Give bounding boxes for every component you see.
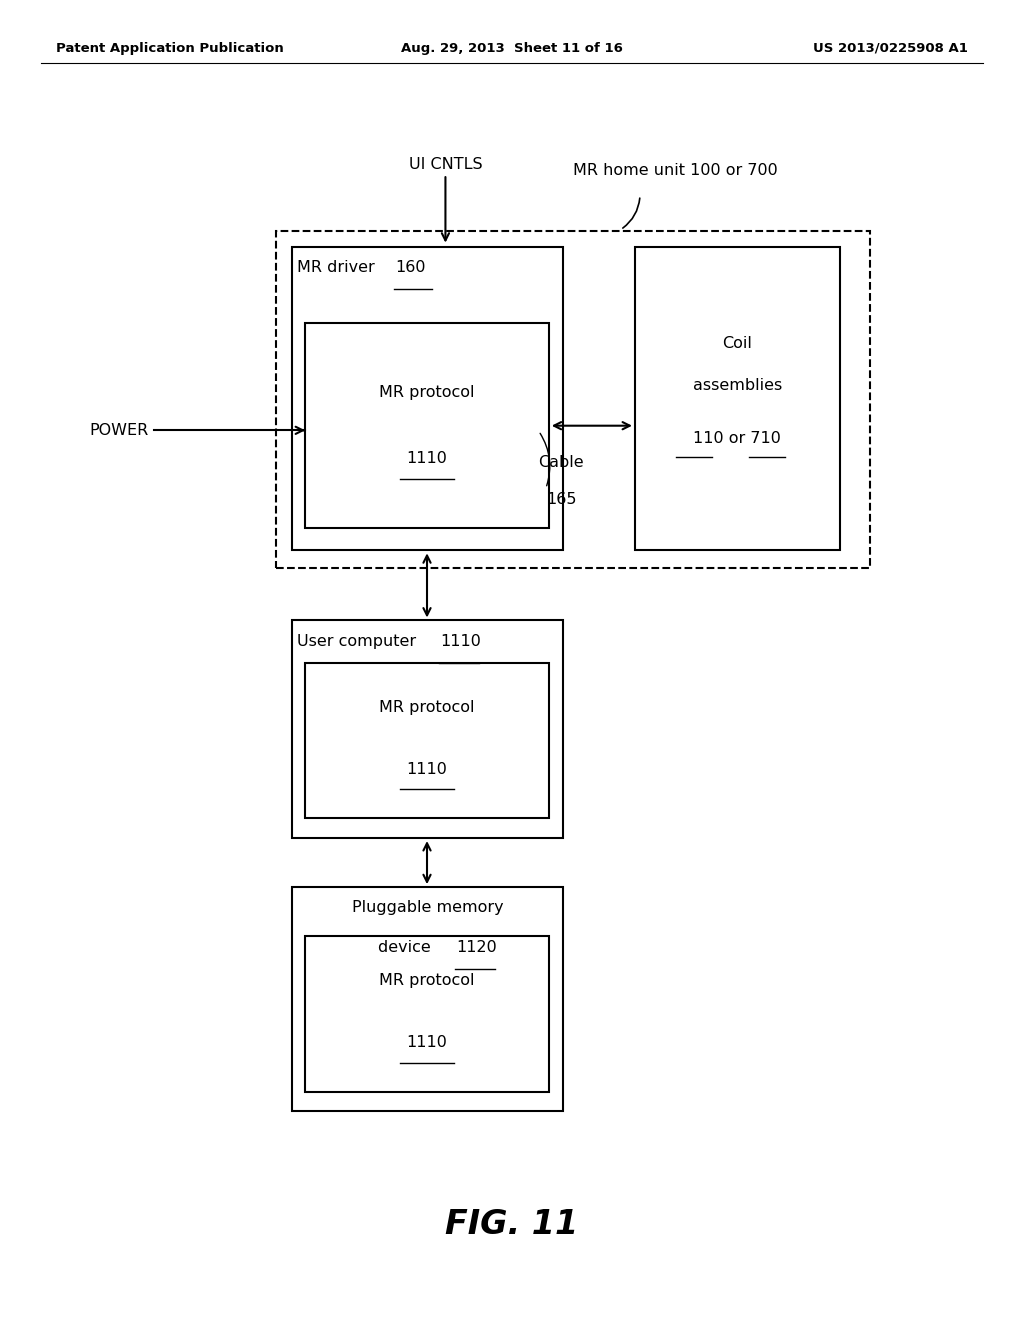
Text: US 2013/0225908 A1: US 2013/0225908 A1 [813,42,968,54]
Bar [305,323,549,528]
Text: MR protocol: MR protocol [379,385,475,400]
Text: MR protocol: MR protocol [379,973,475,989]
Text: MR protocol: MR protocol [379,700,475,715]
Text: 110 or 710: 110 or 710 [693,430,781,446]
Text: device: device [378,940,436,954]
Text: MR driver: MR driver [297,260,380,275]
Text: UI CNTLS: UI CNTLS [409,157,482,172]
Text: Patent Application Publication: Patent Application Publication [56,42,284,54]
Text: User computer: User computer [297,634,421,648]
Text: 1110: 1110 [407,1035,447,1051]
Bar [635,247,840,550]
Bar [276,231,870,568]
Text: 1110: 1110 [440,634,481,648]
Text: MR home unit 100 or 700: MR home unit 100 or 700 [573,164,778,178]
Text: Pluggable memory: Pluggable memory [351,900,504,915]
Text: 165: 165 [546,492,577,507]
Bar [292,887,563,1111]
Text: 160: 160 [395,260,426,275]
Text: Aug. 29, 2013  Sheet 11 of 16: Aug. 29, 2013 Sheet 11 of 16 [401,42,623,54]
Text: Cable: Cable [539,455,584,470]
Bar [292,620,563,838]
Text: POWER: POWER [89,422,148,438]
Text: 1110: 1110 [407,451,447,466]
Text: Coil: Coil [722,335,753,351]
Text: 1120: 1120 [457,940,497,954]
Text: 1110: 1110 [407,762,447,777]
Text: assemblies: assemblies [692,378,782,393]
Bar [305,936,549,1092]
Bar [305,663,549,818]
Text: FIG. 11: FIG. 11 [445,1209,579,1241]
Bar [292,247,563,550]
